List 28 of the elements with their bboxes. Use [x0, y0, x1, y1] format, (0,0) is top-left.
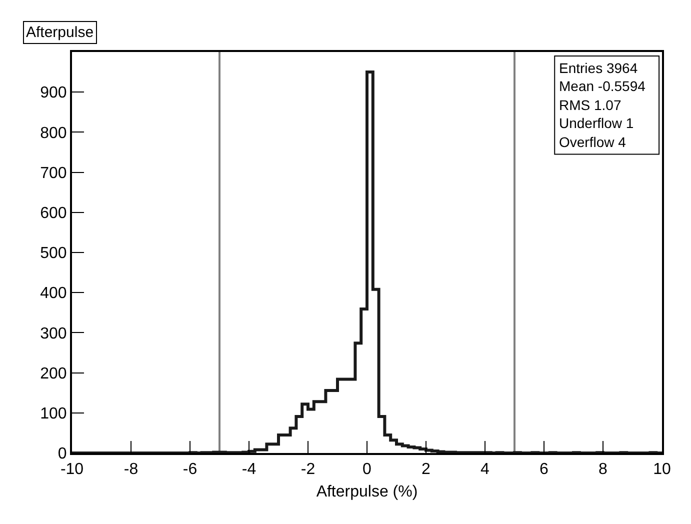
x-axis-title: Afterpulse (%)	[316, 483, 418, 500]
x-tick-label: -10	[60, 461, 84, 478]
x-tick-label: -6	[182, 461, 198, 478]
y-tick-label: 200	[40, 365, 67, 382]
y-tick-label: 800	[40, 124, 67, 142]
annotation: Underflow 1	[559, 115, 634, 131]
y-tick-label: 400	[40, 285, 67, 302]
x-tick-label: 6	[540, 461, 549, 478]
chart-title: Afterpulse	[26, 24, 94, 41]
y-tick-label: 500	[40, 245, 67, 262]
x-tick-label: 4	[480, 461, 490, 478]
annotation: RMS 1.07	[559, 97, 622, 113]
y-tick-label: 0	[58, 446, 67, 463]
annotation: Entries 3964	[559, 60, 638, 76]
x-tick-label: 8	[598, 461, 608, 478]
x-tick-label: -2	[300, 461, 316, 478]
y-tick-label: 900	[40, 84, 67, 102]
x-tick-label: -8	[124, 461, 138, 478]
x-tick-label: 0	[362, 461, 372, 478]
y-tick-label: 100	[40, 406, 67, 422]
y-tick-label: 300	[40, 325, 67, 342]
y-tick-label: 600	[40, 205, 67, 222]
x-tick-label: -4	[242, 461, 256, 478]
x-tick-label: 2	[422, 461, 431, 478]
x-tick-label: 10	[653, 461, 671, 478]
annotation: Overflow 4	[559, 134, 626, 150]
annotation: Mean -0.5594	[559, 78, 646, 94]
y-tick-label: 700	[40, 164, 67, 182]
